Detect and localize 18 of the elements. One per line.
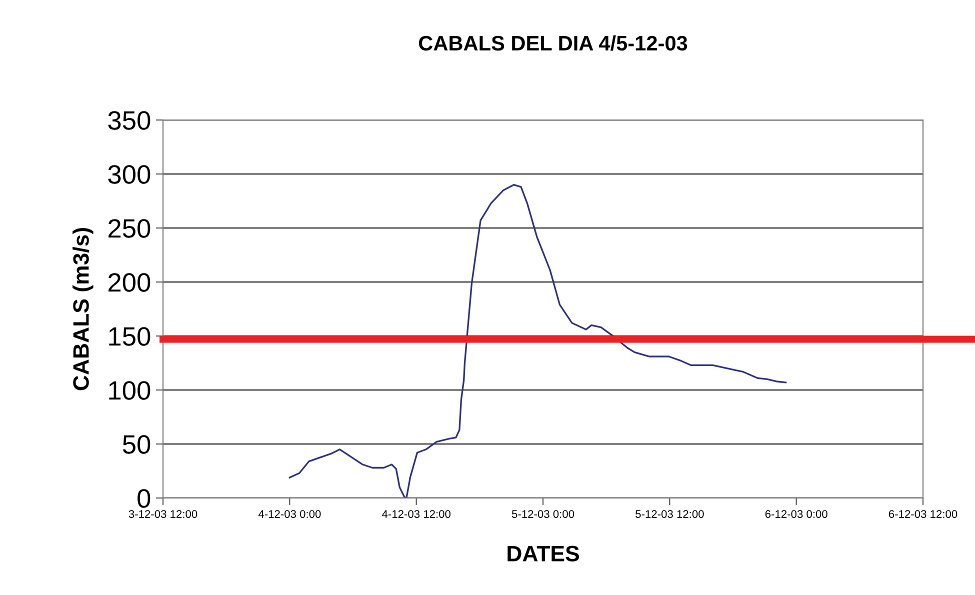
y-tick-label: 150 <box>109 327 150 346</box>
x-tick-label: 4-12-03 0:00 <box>258 510 321 518</box>
y-tick-label: 350 <box>108 111 150 130</box>
chart-title: CABALS DEL DIA 4/5-12-03 <box>418 35 688 51</box>
y-tick-label: 200 <box>108 273 150 292</box>
x-tick-label: 6-12-03 12:00 <box>888 510 958 518</box>
x-tick-label: 6-12-03 0:00 <box>765 510 828 518</box>
y-axis-title: CABALS (m3/s) <box>72 228 94 390</box>
x-tick-label: 4-12-03 12:00 <box>382 510 450 518</box>
x-tick-label: 5-12-03 12:00 <box>636 510 704 518</box>
y-tick-label: 300 <box>108 165 150 184</box>
x-tick-label: 5-12-03 0:00 <box>512 510 574 518</box>
x-axis-title: DATES <box>508 546 579 562</box>
y-tick-label: 250 <box>108 219 150 238</box>
y-tick-label: 100 <box>109 381 150 400</box>
y-tick-label: 50 <box>122 435 150 454</box>
y-tick-label: 0 <box>138 489 150 508</box>
x-tick-label: 3-12-03 12:00 <box>128 510 198 518</box>
